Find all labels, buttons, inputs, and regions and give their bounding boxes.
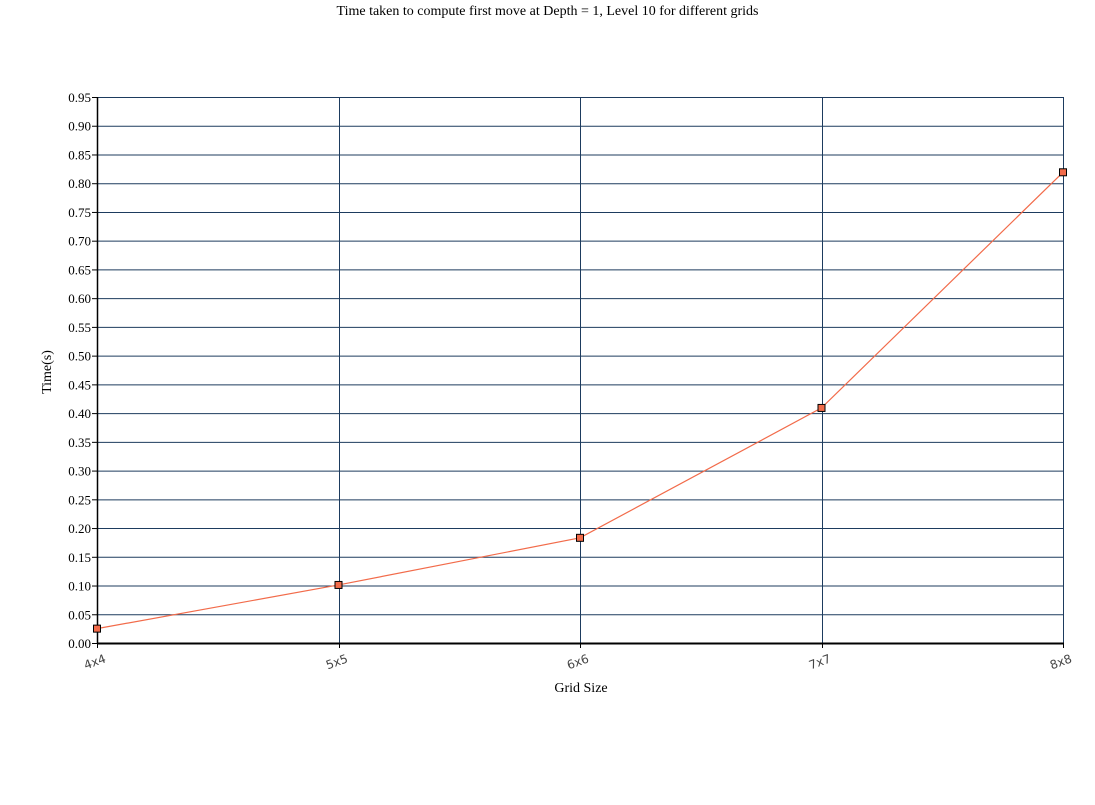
y-tick-label: 0.75 (68, 205, 91, 220)
y-tick-label: 0.70 (68, 234, 91, 249)
y-tick-labels: 0.00 0.05 0.10 0.15 0.20 0.25 0.30 0.35 0.40 0.45… (68, 90, 91, 651)
chart-title: Time taken to compute first move at Dept… (336, 4, 759, 19)
x-tick-label: 7x7 (807, 652, 833, 673)
data-point-marker (1059, 168, 1067, 177)
y-tick-label: 0.55 (68, 320, 91, 335)
y-tick-label: 0.10 (68, 579, 91, 594)
y-tick-label: 0.90 (68, 119, 91, 134)
y-tick-label: 0.35 (68, 435, 91, 450)
y-tick-label: 0.05 (68, 607, 91, 622)
y-tick-label: 0.65 (68, 262, 91, 277)
y-axis-title: Time(s) (40, 350, 55, 394)
data-point-marker (817, 403, 826, 412)
axes (92, 97, 1064, 648)
data-point-marker (334, 580, 343, 589)
y-tick-label: 0.60 (68, 291, 91, 306)
y-tick-label: 0.25 (68, 492, 91, 507)
y-tick-label: 0.85 (68, 147, 91, 162)
grid-lines (97, 97, 1064, 643)
y-tick-label: 0.15 (68, 550, 91, 565)
y-tick-label: 0.00 (68, 636, 91, 651)
x-axis-title: Grid Size (554, 681, 607, 696)
y-tick-label: 0.20 (68, 521, 91, 536)
y-tick-label: 0.80 (68, 176, 91, 191)
data-point-marker (576, 533, 584, 542)
y-tick-label: 0.30 (68, 464, 91, 479)
y-tick-label: 0.40 (68, 406, 91, 421)
x-tick-label: 5x5 (324, 652, 350, 673)
x-tick-label: 6x6 (565, 652, 591, 673)
x-tick-labels: 4x4 5x5 6x6 7x7 8x8 (82, 652, 1074, 673)
data-point-marker (93, 624, 101, 633)
x-tick-label: 8x8 (1048, 652, 1074, 673)
data-series (93, 168, 1067, 633)
y-tick-label: 0.50 (68, 349, 91, 364)
y-tick-label: 0.45 (68, 377, 91, 392)
y-tick-label: 0.95 (68, 90, 91, 105)
x-tick-label: 4x4 (82, 652, 108, 673)
